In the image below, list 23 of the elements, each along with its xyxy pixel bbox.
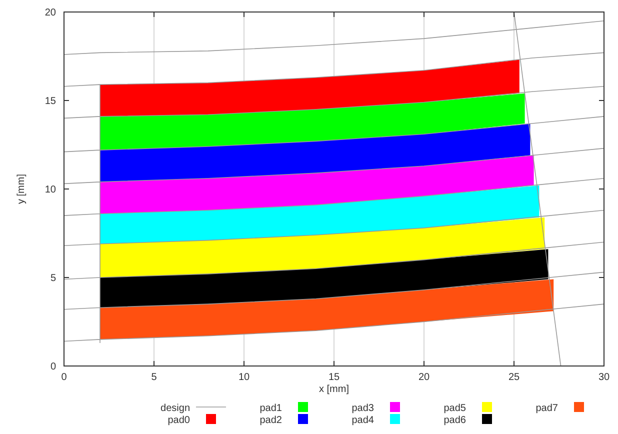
x-tick-label: 30	[598, 372, 610, 383]
x-tick-label: 15	[328, 372, 340, 383]
y-tick-label: 20	[44, 8, 56, 18]
legend-label: pad0	[168, 415, 190, 426]
legend-label: pad7	[536, 403, 558, 414]
y-axis-title: y [mm]	[16, 174, 27, 204]
x-tick-label: 5	[151, 372, 158, 383]
x-axis-title: x [mm]	[319, 384, 350, 395]
legend-label: pad3	[352, 403, 374, 414]
legend-label: design	[160, 403, 190, 414]
legend-label: pad5	[444, 403, 466, 414]
x-tick-label: 0	[61, 372, 68, 383]
legend-label: pad4	[352, 415, 374, 426]
legend-label: pad1	[260, 403, 282, 414]
x-tick-label: 10	[238, 372, 250, 383]
y-tick-label: 15	[44, 96, 56, 107]
legend-label: pad6	[444, 415, 466, 426]
y-tick-label: 10	[44, 184, 56, 196]
legend-label: pad2	[260, 415, 282, 426]
x-tick-label: 25	[508, 372, 520, 383]
x-tick-label: 20	[418, 372, 430, 383]
y-tick-label: 5	[50, 273, 56, 284]
y-tick-label: 0	[50, 362, 56, 372]
